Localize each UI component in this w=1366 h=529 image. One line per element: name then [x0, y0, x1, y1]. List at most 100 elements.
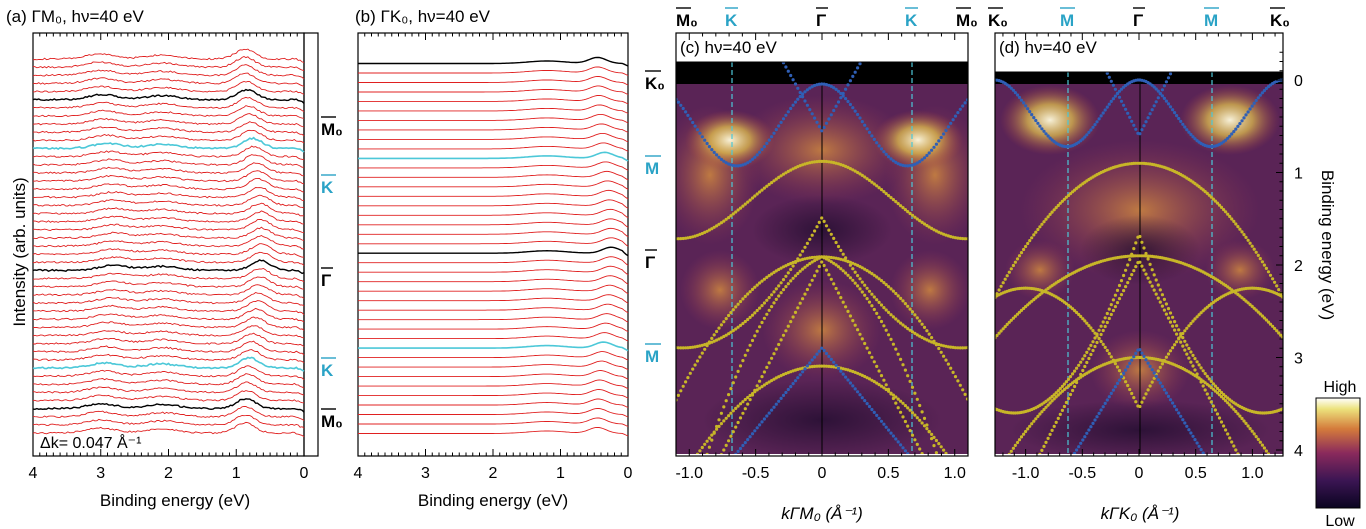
- band-dot: [817, 82, 821, 86]
- band-dot: [1001, 327, 1005, 331]
- band-dot: [738, 163, 743, 168]
- band-dot: [1115, 365, 1120, 369]
- band-dot: [1244, 113, 1248, 117]
- band-dot: [901, 206, 905, 210]
- band-dot: [1175, 340, 1179, 344]
- band-dot: [839, 257, 843, 261]
- band-dot: [865, 346, 869, 350]
- band-dot: [1042, 220, 1046, 224]
- band-dot: [889, 157, 893, 161]
- band-dot: [1091, 421, 1095, 425]
- band-dot: [1046, 134, 1050, 138]
- band-dot: [853, 109, 857, 113]
- band-dot: [937, 342, 941, 347]
- band-dot: [1224, 428, 1228, 432]
- band-dot: [827, 83, 831, 87]
- band-dot: [784, 171, 788, 175]
- band-dot: [1195, 372, 1199, 376]
- band-dot: [736, 369, 740, 373]
- band-dot: [1034, 417, 1038, 421]
- band-dot: [765, 298, 769, 302]
- band-dot: [951, 235, 955, 239]
- band-dot: [1191, 353, 1195, 357]
- band-dot: [781, 278, 786, 282]
- band-dot: [829, 113, 833, 117]
- band-dot: [932, 435, 936, 439]
- band-dot: [1230, 405, 1234, 409]
- band-dot: [727, 216, 731, 220]
- band-dot: [1224, 138, 1228, 142]
- band-dot: [1142, 268, 1146, 272]
- band-dot: [712, 333, 716, 337]
- band-dot: [1160, 362, 1164, 366]
- band-dot: [1219, 205, 1224, 209]
- band-dot: [822, 82, 826, 86]
- band-dot: [815, 160, 819, 164]
- band-dot: [839, 369, 843, 373]
- band-dot: [703, 442, 707, 446]
- colorbar-gradient: [1315, 397, 1361, 509]
- band-dot: [698, 131, 702, 135]
- band-dot: [995, 333, 999, 338]
- band-dot: [1162, 358, 1166, 363]
- band-dot: [1022, 247, 1026, 252]
- band-dot: [915, 316, 919, 320]
- band-dot: [1048, 212, 1052, 216]
- band-dot: [841, 91, 845, 96]
- band-dot: [1003, 277, 1007, 281]
- band-dot: [899, 410, 903, 414]
- band-dot: [872, 273, 876, 277]
- band-dot: [932, 444, 936, 448]
- band-dot: [860, 173, 864, 177]
- edc-curve: [358, 351, 629, 361]
- edc-curve: [32, 178, 305, 193]
- edc-curve: [32, 251, 305, 266]
- band-dot: [1187, 428, 1191, 432]
- band-dot: [1215, 386, 1220, 390]
- band-dot: [808, 237, 812, 241]
- band-dot: [719, 221, 724, 225]
- band-dot: [770, 379, 774, 383]
- edc-curve: [32, 96, 305, 112]
- band-dot: [887, 387, 891, 391]
- band-dot: [963, 346, 967, 350]
- band-dot: [808, 283, 812, 287]
- band-dot: [679, 346, 683, 350]
- band-dot: [693, 363, 697, 367]
- band-dot: [1052, 424, 1056, 428]
- band-dot: [1005, 274, 1009, 278]
- band-dot: [1162, 308, 1166, 312]
- band-dot: [942, 448, 946, 452]
- band-dot: [1166, 102, 1171, 106]
- band-dot: [853, 270, 857, 274]
- band-dot: [1234, 409, 1238, 414]
- band-dot: [1183, 348, 1187, 352]
- band-dot: [1019, 308, 1024, 312]
- band-dot: [1132, 355, 1136, 359]
- band-dot: [1266, 452, 1271, 454]
- band-dot: [860, 373, 864, 377]
- band-dot: [1028, 239, 1032, 243]
- band-dot: [1105, 348, 1109, 353]
- band-dot: [1056, 203, 1060, 208]
- band-dot: [1179, 332, 1183, 336]
- band-dot: [1150, 268, 1154, 272]
- band-dot: [1052, 208, 1056, 212]
- band-dot: [1087, 130, 1091, 134]
- edc-curve: [358, 161, 629, 171]
- band-dot: [894, 200, 898, 204]
- band-dot: [1134, 351, 1138, 355]
- band-dot: [958, 346, 962, 350]
- band-dot: [810, 85, 814, 89]
- band-dot: [1260, 314, 1264, 318]
- band-dot: [1122, 289, 1126, 293]
- band-dot: [1087, 428, 1091, 432]
- band-dot: [1248, 427, 1252, 431]
- band-dot: [858, 172, 862, 176]
- band-dot: [1085, 431, 1089, 435]
- band-dot: [1140, 128, 1144, 132]
- band-dot: [746, 438, 750, 442]
- x-tick-label: 3: [96, 465, 105, 482]
- band-dot: [1071, 388, 1075, 393]
